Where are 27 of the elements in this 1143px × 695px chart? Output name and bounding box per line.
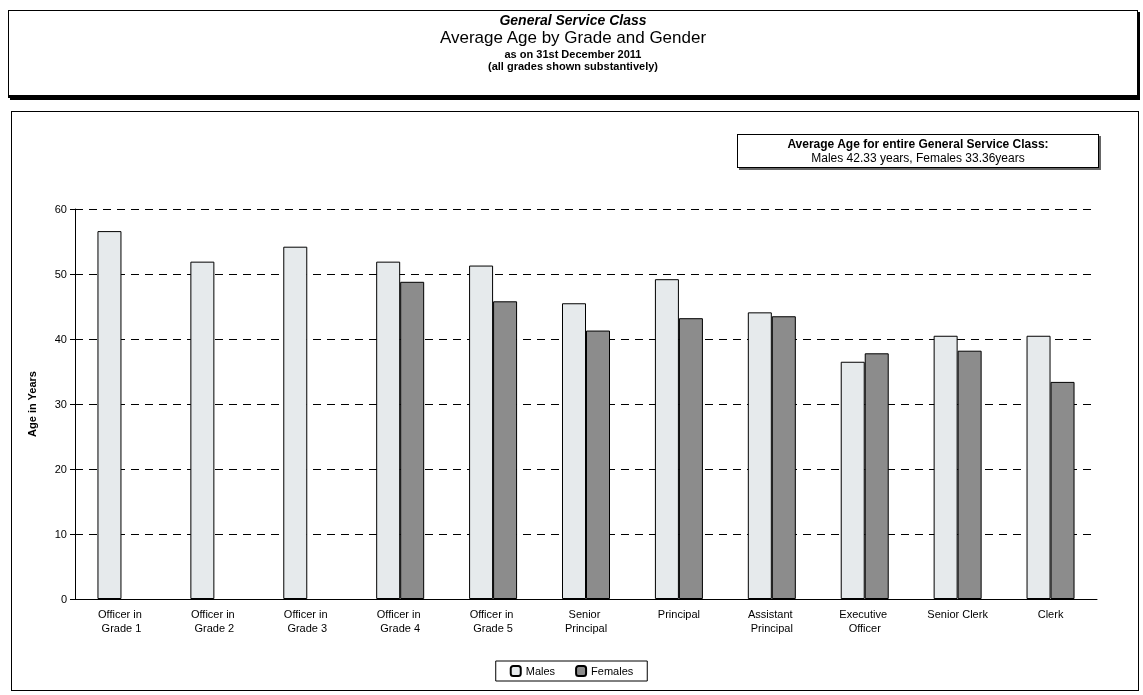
text: (all grades shown substantively) <box>487 60 659 72</box>
y-tick-label: 30 <box>54 398 67 410</box>
y-tick-label: 40 <box>54 333 67 345</box>
x-tick-label: Senior Clerk <box>927 608 989 620</box>
chart-title: General Service Class <box>498 12 648 28</box>
y-tick-label: 60 <box>54 203 67 215</box>
y-axis-title: Age in Years <box>25 371 38 437</box>
x-tick-label: Senior Principal <box>564 608 608 634</box>
y-tick-label: 10 <box>54 528 67 540</box>
x-tick-label: Clerk <box>1037 608 1064 620</box>
text: as on 31st December 2011 <box>503 48 643 60</box>
x-tick-label: Officer in Grade 5 <box>469 608 517 634</box>
x-tick-label: Principal <box>657 608 700 620</box>
y-tick-label: 0 <box>60 593 67 605</box>
x-tick-label: Assistant Principal <box>747 608 796 634</box>
legend-label: Females <box>591 665 634 677</box>
text: Average Age for entire General Service Class: <box>786 137 1050 151</box>
x-tick-label: Officer in Grade 3 <box>283 608 331 634</box>
chart-subtitle: Average Age by Grade and Gender <box>438 28 708 48</box>
x-tick-label: Officer in Grade 2 <box>190 608 238 634</box>
x-tick-label: Executive Officer <box>839 608 891 634</box>
x-tick-label: Officer in Grade 1 <box>98 608 145 634</box>
legend-label: Males <box>525 665 556 677</box>
y-tick-label: 20 <box>54 463 67 475</box>
x-tick-label: Officer in Grade 4 <box>376 608 424 634</box>
y-tick-label: 50 <box>54 268 67 280</box>
text: Males 42.33 years, Females 33.36years <box>810 151 1026 165</box>
